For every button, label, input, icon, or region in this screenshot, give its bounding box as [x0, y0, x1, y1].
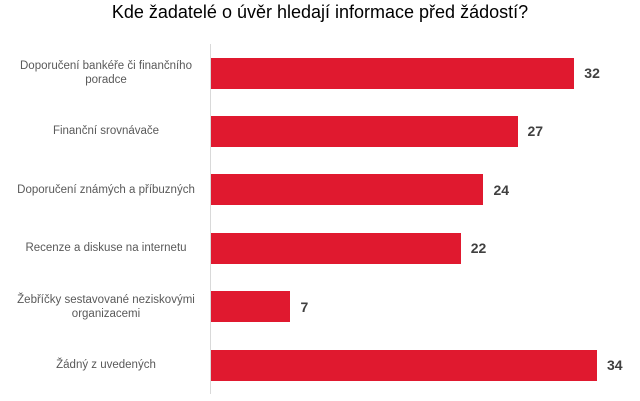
category-axis [210, 44, 211, 394]
chart-title: Kde žadatelé o úvěr hledají informace př… [111, 2, 529, 22]
bar [211, 291, 291, 323]
category-label: Recenze a diskuse na internetu [25, 242, 187, 255]
bar [211, 115, 518, 147]
bar [211, 174, 484, 206]
category-label: Žádný z uvedených [56, 359, 156, 371]
value-label: 34 [607, 357, 623, 373]
bar [211, 349, 597, 381]
value-label: 27 [527, 123, 544, 140]
bar [211, 57, 575, 89]
value-label: 32 [584, 65, 600, 81]
category-label: Finanční srovnávače [52, 125, 160, 138]
category-label: Žebříčky sestavované neziskovými organiz… [17, 293, 195, 320]
value-label: 22 [470, 240, 487, 257]
category-label: Doporučení bankéře či finančního poradce [20, 60, 192, 86]
category-label: Doporučení známých a příbuzných [17, 183, 195, 196]
value-label: 7 [300, 298, 309, 315]
bar [211, 232, 461, 264]
value-label: 24 [493, 181, 510, 198]
